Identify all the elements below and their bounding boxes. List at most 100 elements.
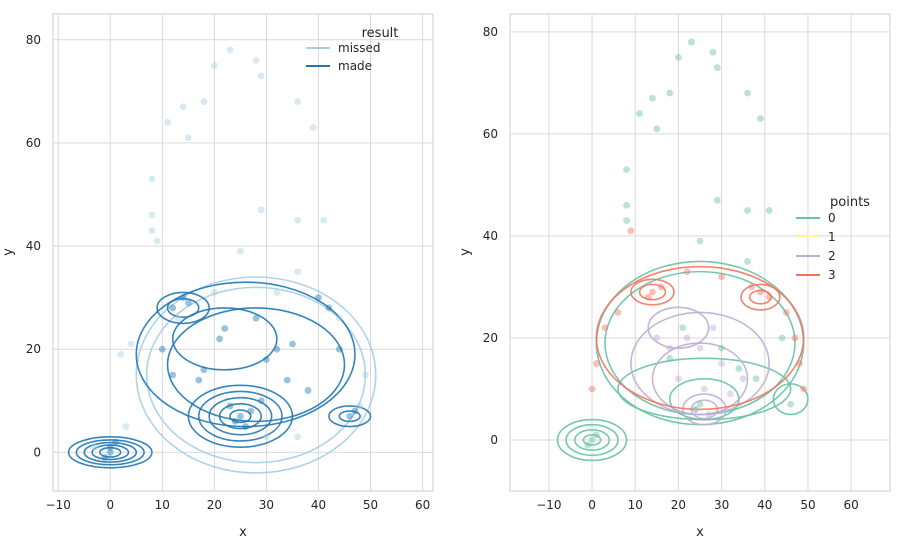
scatter-point	[184, 299, 192, 307]
scatter-point	[294, 98, 302, 106]
kde-contour-line	[166, 307, 346, 423]
x-tick-label: 40	[757, 498, 772, 512]
y-axis-label: y	[458, 248, 473, 256]
x-tick-label: 40	[311, 498, 326, 512]
scatter-point	[236, 247, 244, 255]
scatter-point	[195, 376, 203, 384]
scatter-point	[294, 268, 302, 276]
scatter-point	[179, 294, 187, 302]
kde-contour-line	[171, 307, 278, 371]
scatter-point	[101, 454, 109, 461]
kde-contour-line	[99, 446, 122, 458]
scatter-point	[263, 356, 270, 363]
scatter-point	[666, 354, 674, 362]
scatter-point	[351, 407, 359, 415]
scatter-point	[791, 334, 799, 342]
scatter-point	[231, 417, 239, 425]
kde-contour-line	[166, 297, 200, 319]
scatter-point	[148, 227, 156, 234]
kde-contour-line	[208, 396, 273, 436]
kde-contour-line	[145, 286, 367, 464]
left-chart: −10 0 10 20 30 40 50 60 0 20 40 60 80 x y result mi…	[1, 13, 434, 540]
right-chart: −10 0 10 20 30 40 50 60 0 20 40 60 80 x y points 0 1…	[458, 13, 891, 540]
kde-contour-line	[91, 444, 130, 461]
scatter-point	[739, 375, 747, 383]
scatter-point	[644, 293, 652, 301]
scatter-point	[705, 411, 713, 418]
x-tick-label: 60	[843, 498, 858, 512]
scatter-point	[294, 216, 302, 224]
scatter-point	[200, 98, 208, 106]
scatter-point	[584, 441, 592, 449]
kde-contour-line	[651, 342, 749, 416]
scatter-point	[315, 294, 322, 302]
kde-contour-line	[638, 283, 667, 301]
scatter-point	[164, 118, 171, 126]
legend-label: 1	[828, 230, 836, 244]
scatter-point	[283, 376, 291, 384]
plot-area	[509, 13, 891, 492]
scatter-point	[683, 334, 691, 342]
kde-contour-line	[83, 441, 138, 463]
scatter-point	[179, 103, 187, 111]
scatter-point	[679, 324, 687, 332]
scatter-point	[226, 402, 234, 410]
scatter-point	[210, 62, 218, 69]
legend: result missed made	[306, 26, 398, 73]
kde-contours	[67, 276, 377, 474]
scatter-point	[675, 375, 682, 383]
scatter-point	[744, 207, 751, 214]
kde-contour-line	[135, 276, 377, 474]
kde-contours	[556, 260, 809, 462]
x-tick-label: 50	[363, 498, 378, 512]
scatter-point	[335, 345, 343, 353]
x-tick-labels: −10 0 10 20 30 40 50 60	[46, 498, 431, 512]
kde-contour-line	[328, 405, 372, 428]
kde-contour-line	[67, 436, 153, 469]
scatter-point	[106, 448, 114, 456]
kde-contour-line	[772, 383, 809, 416]
scatter-point	[683, 268, 691, 276]
legend-title: points	[830, 195, 870, 210]
scatter-point	[184, 134, 192, 142]
y-tick-label: 60	[483, 127, 498, 141]
kde-contour-line	[630, 278, 675, 306]
scatter-point	[692, 405, 700, 413]
kde-contour-line	[135, 281, 356, 428]
scatter-point	[273, 289, 281, 296]
scatter-point	[778, 334, 786, 342]
legend-title: result	[362, 26, 399, 41]
scatter-point	[696, 237, 704, 245]
scatter-point	[592, 431, 600, 439]
legend-label: 2	[828, 249, 836, 263]
scatter-point	[687, 38, 695, 46]
scatter-point	[210, 289, 218, 296]
scatter-point	[117, 350, 125, 358]
scatter-point	[649, 94, 656, 102]
scatter-point	[696, 344, 704, 352]
kde-contour-line	[582, 434, 602, 446]
scatter-point	[713, 196, 721, 204]
scatter-point	[623, 166, 630, 173]
y-tick-label: 0	[490, 433, 498, 447]
scatter-point	[623, 217, 630, 225]
scatter-point	[309, 124, 317, 131]
scatter-point	[236, 412, 244, 420]
scatter-point	[169, 304, 177, 312]
scatter-point	[748, 283, 756, 291]
x-tick-label: 10	[628, 498, 643, 512]
scatter-point	[252, 57, 260, 64]
scatter-point	[765, 207, 773, 214]
scatter-point	[335, 314, 343, 322]
scatter-point	[696, 400, 704, 408]
scatter-point	[718, 344, 725, 352]
scatter-point	[787, 400, 795, 408]
x-tick-label: −10	[536, 498, 561, 512]
kde-contour-line	[595, 265, 805, 411]
kde-contour-line	[647, 306, 710, 349]
scatter-point	[692, 405, 700, 413]
scatter-point	[623, 201, 630, 209]
scatter-point	[744, 89, 751, 97]
scatter-point	[257, 206, 265, 214]
x-tick-label: −10	[46, 498, 71, 512]
